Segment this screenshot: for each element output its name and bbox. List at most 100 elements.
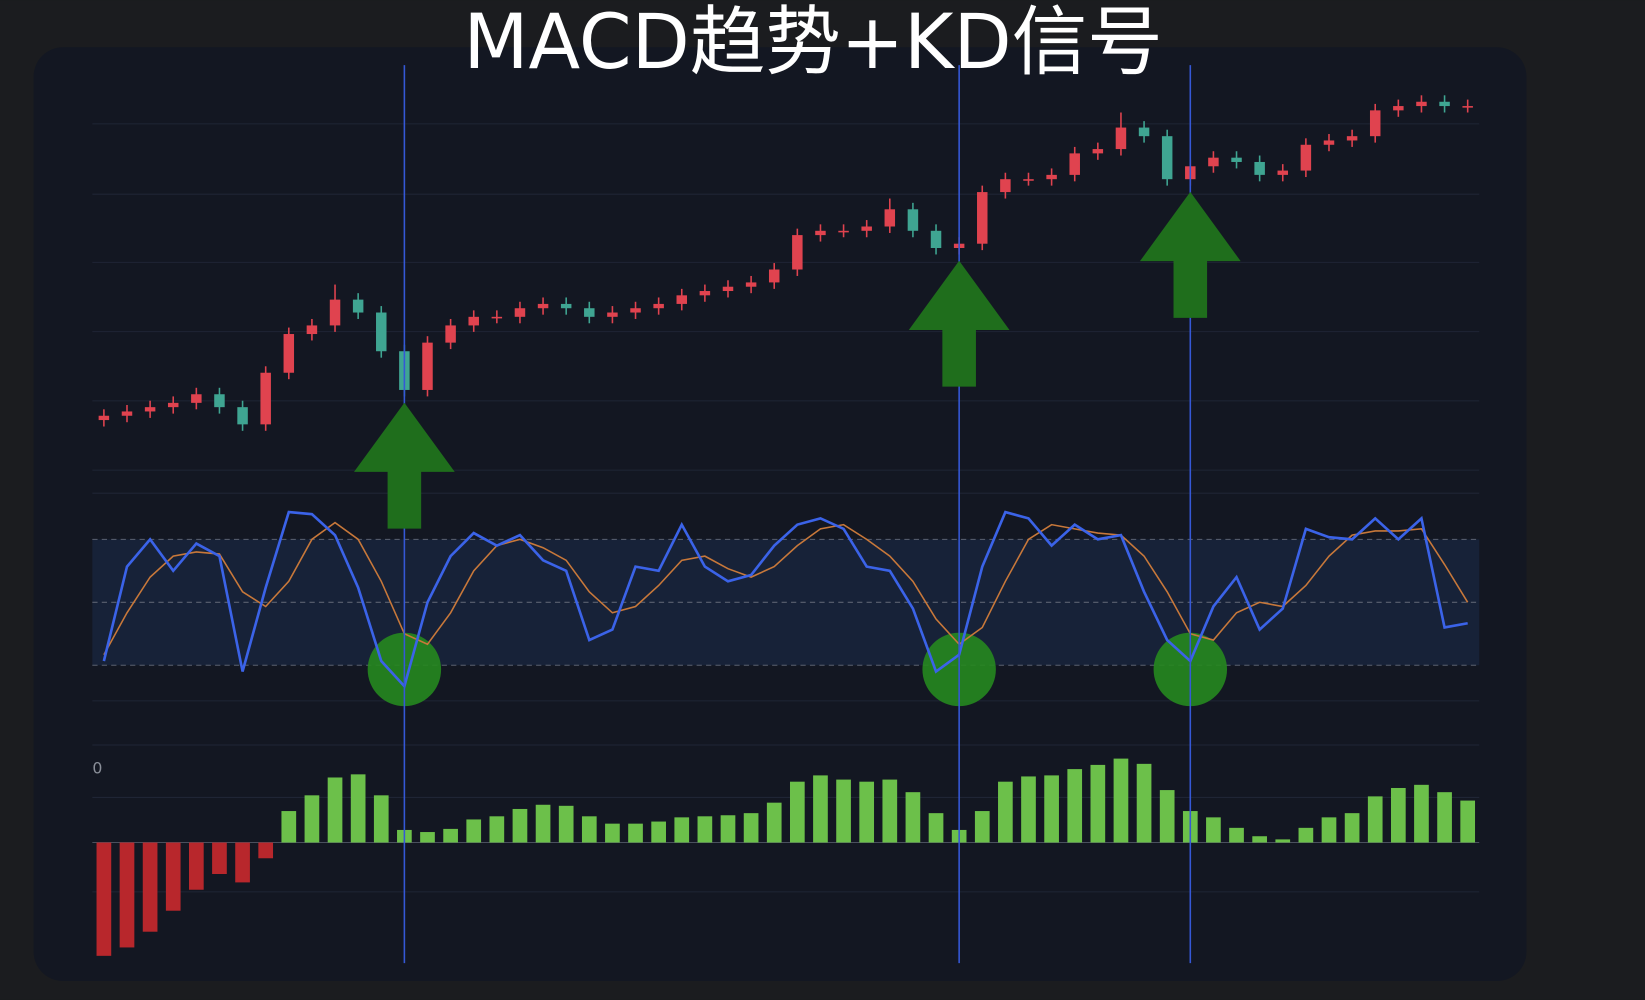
candle-body [283,334,295,373]
macd-bar [697,816,713,843]
macd-bar [1390,787,1406,843]
panel-grid [92,123,1480,893]
candle-body [1161,136,1173,180]
candle-body [1277,170,1289,175]
macd-bar [258,842,274,859]
candle-body [861,226,872,231]
macd-bar [188,842,204,890]
macd-bar [1414,784,1429,843]
macd-bar [651,821,666,843]
signal-arrow [354,402,455,529]
candle-body [1462,106,1473,108]
candle-body [468,316,479,326]
macd-bar [373,795,389,843]
y-tick-label: 0 [92,759,102,778]
macd-bar [1067,769,1083,843]
candle-body [1254,161,1265,175]
candle-body [376,312,387,352]
candle-body [699,291,711,296]
macd-bar [512,808,528,843]
candle-body [1208,157,1219,167]
macd-bar [165,842,181,911]
macd-bar [628,823,643,843]
candle-body [907,209,919,231]
macd-bar [1113,758,1129,843]
panel [33,47,1527,982]
chart-title: MACD趋势+KD信号 [463,0,1162,86]
candle-body [1346,136,1358,141]
candle-body [607,312,618,317]
candle-body [930,230,942,249]
candle-body [653,303,664,309]
macd-bar [859,781,875,843]
candle-body [537,303,549,309]
macd-bar [235,842,250,883]
candle-body [306,325,318,335]
candle-body [1138,127,1150,137]
macd-bar [119,842,135,948]
candle-body [1069,153,1080,175]
macd-bar [1206,817,1221,843]
macd-bar [928,813,944,843]
candle-body [214,394,225,408]
macd-bar [766,802,782,843]
candle-body [792,235,803,270]
macd-bar [281,811,297,843]
candle-body [491,316,503,319]
candle-body [1416,101,1427,107]
candle-body [815,230,826,236]
macd-bar [1321,817,1337,843]
candle-body [1023,179,1034,181]
candle-body [1369,110,1381,137]
candle-body [422,342,433,390]
macd-bar [674,817,690,843]
macd-bar [1344,813,1360,843]
signal-arrow [1139,191,1241,318]
macd-bar [304,795,320,843]
macd-bar [1021,776,1036,843]
candle-body [514,308,526,317]
candle-body [329,299,341,326]
macd-bar [905,792,921,843]
candle-body [745,282,757,287]
macd-bar [1367,796,1383,843]
macd-bar [974,811,990,843]
macd-bar [466,819,482,843]
macd-bar [1252,836,1267,843]
candle-body [560,303,572,309]
candle-body [722,286,734,292]
macd-bar [998,781,1013,843]
candle-body [352,299,364,313]
candle-body [1115,127,1127,150]
macd-bar [1275,839,1291,843]
candle-body [237,407,248,425]
candle-body [144,407,156,412]
macd-bar [789,781,805,843]
candle-body [884,209,896,227]
macd-bar [1298,827,1314,843]
candle-body [191,394,202,403]
macd-bar [420,832,435,843]
candle-body [1300,144,1312,171]
macd-bar [142,842,158,932]
candle-body [676,295,688,304]
macd-bar [882,779,898,843]
candle-body [167,402,179,408]
macd-bar [836,779,851,843]
macd-bar [489,816,505,843]
macd-bar [212,842,227,875]
macd-bar [813,775,828,843]
macd-bar [1136,763,1152,843]
macd-bar [743,813,759,843]
macd-bar [558,805,574,843]
candle-body [1323,140,1335,145]
candle-body [1046,174,1057,180]
macd-bar [1460,800,1476,843]
candle-body [98,415,110,421]
macd-bar [327,777,343,843]
macd-bar [720,815,736,843]
macd-bar [443,828,458,843]
kd-line [103,521,1469,656]
